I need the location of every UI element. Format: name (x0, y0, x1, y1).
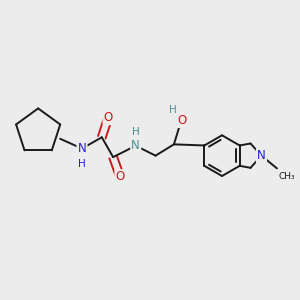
Text: N: N (257, 149, 266, 162)
Text: N: N (131, 139, 140, 152)
Text: O: O (177, 114, 187, 127)
Text: CH₃: CH₃ (278, 172, 295, 181)
Text: H: H (78, 159, 86, 169)
Text: H: H (169, 105, 176, 115)
Text: N: N (78, 142, 86, 155)
Text: O: O (116, 170, 125, 183)
Text: H: H (132, 127, 140, 136)
Text: O: O (104, 111, 113, 124)
